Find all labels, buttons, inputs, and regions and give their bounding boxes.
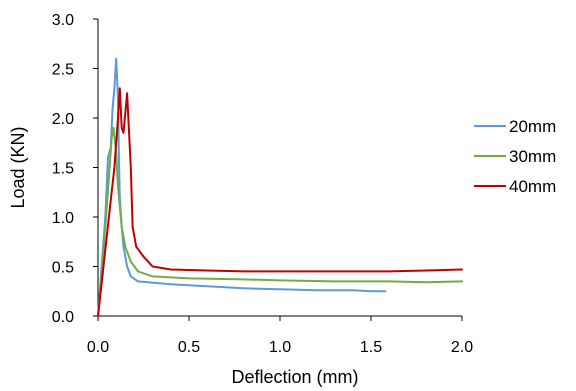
y-tick-label: 1.0 <box>52 210 74 227</box>
y-tick-label: 0.5 <box>52 260 74 277</box>
series-line-40mm <box>97 87 463 317</box>
y-axis-title: Load (KN) <box>8 126 28 208</box>
y-tick-label: 2.0 <box>52 111 74 128</box>
y-tick-label: 3.0 <box>52 12 74 29</box>
x-tick-label: 2.0 <box>451 339 473 356</box>
x-tick-label: 1.5 <box>360 339 382 356</box>
x-tick-label: 1.0 <box>269 339 291 356</box>
series-line-20mm <box>97 57 387 317</box>
legend-label-40mm: 40mm <box>509 177 556 196</box>
x-tick-label: 0.0 <box>87 339 109 356</box>
y-ticks: 0.0 0.5 1.0 1.5 2.0 2.5 3.0 <box>52 12 98 326</box>
legend: 20mm 30mm 40mm <box>474 117 556 196</box>
x-tick-label: 0.5 <box>178 339 200 356</box>
legend-label-20mm: 20mm <box>509 117 556 136</box>
x-ticks: 0.0 0.5 1.0 1.5 2.0 <box>87 316 473 356</box>
y-tick-label: 0.0 <box>52 309 74 326</box>
y-tick-label: 1.5 <box>52 161 74 178</box>
series-group <box>97 57 463 317</box>
series-line-30mm <box>97 126 463 317</box>
y-tick-label: 2.5 <box>52 62 74 79</box>
legend-label-30mm: 30mm <box>509 147 556 166</box>
x-axis-title: Deflection (mm) <box>231 367 358 387</box>
